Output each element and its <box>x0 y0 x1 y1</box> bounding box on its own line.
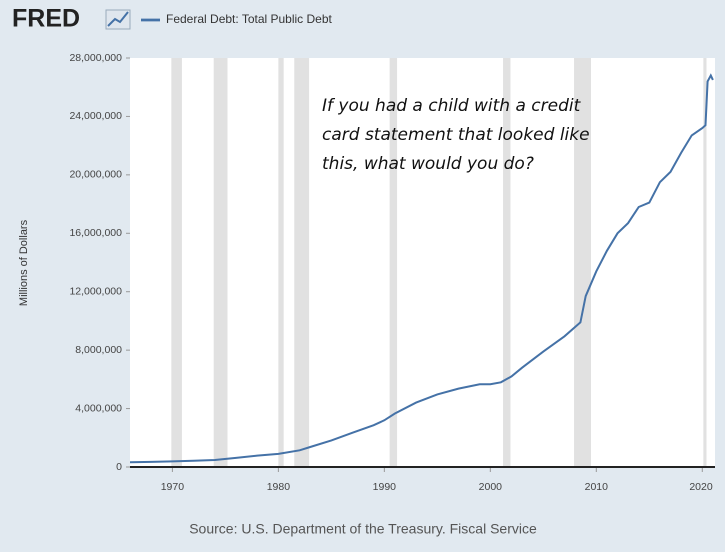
annotation: If you had a child with a credit <box>322 96 582 116</box>
y-tick-label: 24,000,000 <box>69 110 122 122</box>
x-tick-label: 2010 <box>585 481 609 493</box>
y-tick-label: 20,000,000 <box>69 169 122 181</box>
legend-label: Federal Debt: Total Public Debt <box>166 12 333 26</box>
x-tick-label: 1990 <box>373 481 397 493</box>
recession-band <box>574 58 592 467</box>
y-tick-label: 28,000,000 <box>69 52 122 64</box>
recession-band <box>278 58 284 467</box>
x-tick-label: 2000 <box>479 481 503 493</box>
logo: FRED <box>12 5 80 33</box>
recession-band <box>213 58 228 467</box>
annotation: card statement that looked like <box>322 125 590 145</box>
recession-band <box>389 58 398 467</box>
y-tick-label: 4,000,000 <box>75 402 122 414</box>
y-tick-label: 16,000,000 <box>69 227 122 239</box>
y-axis-label: Millions of Dollars <box>18 219 30 306</box>
y-tick-label: 12,000,000 <box>69 285 122 297</box>
recession-band <box>703 58 707 467</box>
x-tick-label: 1970 <box>161 481 185 493</box>
logo-icon <box>105 9 131 30</box>
annotation: this, what would you do? <box>322 154 534 174</box>
y-tick-label: 8,000,000 <box>75 344 122 356</box>
recession-band <box>503 58 511 467</box>
recession-band <box>294 58 310 467</box>
recession-band <box>171 58 182 467</box>
data-line <box>129 73 714 464</box>
x-tick-label: 2020 <box>689 481 713 493</box>
x-tick-label: 1980 <box>267 481 291 493</box>
y-tick-label: 0 <box>116 461 122 473</box>
source: Source: U.S. Department of the Treasury.… <box>189 521 537 537</box>
